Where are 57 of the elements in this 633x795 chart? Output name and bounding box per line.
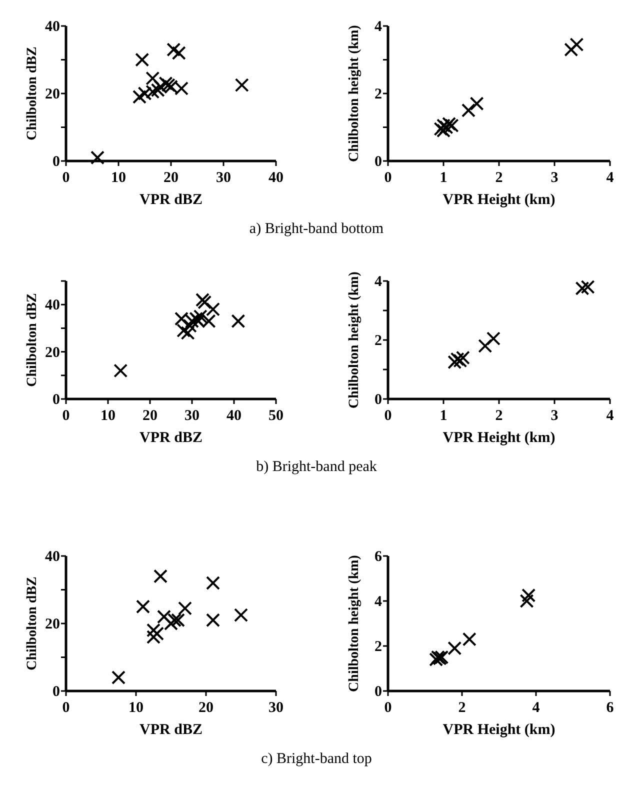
y-axis-title: Chilbolton height (km) bbox=[347, 24, 362, 162]
x-tick-label: 10 bbox=[111, 170, 126, 186]
x-tick-label: 20 bbox=[142, 408, 158, 424]
x-axis-title: VPR Height (km) bbox=[442, 722, 556, 738]
x-axis-title: VPR dBZ bbox=[140, 722, 202, 738]
x-tick-label: 4 bbox=[606, 408, 614, 424]
y-axis-title: Chilbolton dBZ bbox=[25, 576, 40, 670]
y-tick-label: 20 bbox=[45, 344, 60, 361]
x-tick-label: 20 bbox=[198, 700, 214, 716]
x-tick-label: 20 bbox=[164, 170, 178, 186]
x-axis-title: VPR dBZ bbox=[140, 430, 202, 446]
x-tick-label: 10 bbox=[100, 408, 116, 424]
x-tick-label: 2 bbox=[495, 170, 503, 186]
x-tick-label: 1 bbox=[440, 170, 448, 186]
x-tick-label: 3 bbox=[550, 170, 558, 186]
y-tick-label: 0 bbox=[374, 154, 382, 170]
text: c) Bright-band top bbox=[261, 751, 372, 767]
y-tick-label: 40 bbox=[45, 298, 60, 314]
y-tick-label: 2 bbox=[374, 86, 382, 102]
x-axis-title: VPR Height (km) bbox=[442, 430, 556, 446]
y-axis-title: Chilbolton height (km) bbox=[347, 271, 362, 408]
y-tick-label: 2 bbox=[374, 333, 382, 349]
y-tick-label: 4 bbox=[374, 19, 382, 35]
text: a) Bright-band bottom bbox=[249, 221, 384, 237]
x-tick-label: 4 bbox=[532, 700, 540, 716]
x-tick-label: 50 bbox=[268, 408, 284, 424]
y-tick-label: 0 bbox=[52, 392, 60, 408]
y-tick-label: 0 bbox=[52, 154, 60, 170]
x-tick-label: 40 bbox=[268, 170, 284, 186]
x-tick-label: 4 bbox=[606, 170, 614, 186]
y-tick-label: 40 bbox=[45, 549, 60, 565]
x-tick-label: 30 bbox=[216, 170, 231, 186]
y-axis-title: Chilbolton height (km) bbox=[347, 554, 362, 692]
x-tick-label: 10 bbox=[128, 700, 144, 716]
y-tick-label: 4 bbox=[374, 274, 382, 290]
x-tick-label: 1 bbox=[440, 408, 448, 424]
y-tick-label: 40 bbox=[45, 19, 60, 35]
y-axis-title: Chilbolton dBZ bbox=[25, 293, 40, 387]
y-axis-title: Chilbolton dBZ bbox=[25, 46, 40, 140]
x-tick-label: 30 bbox=[268, 700, 284, 716]
x-tick-label: 40 bbox=[226, 408, 242, 424]
x-axis-title: VPR dBZ bbox=[140, 192, 202, 208]
y-tick-label: 0 bbox=[374, 684, 382, 700]
y-tick-label: 2 bbox=[374, 639, 382, 655]
x-tick-label: 6 bbox=[606, 700, 614, 716]
y-tick-label: 20 bbox=[45, 616, 60, 632]
y-tick-label: 4 bbox=[374, 594, 382, 610]
x-tick-label: 2 bbox=[458, 700, 466, 716]
x-tick-label: 3 bbox=[550, 408, 558, 424]
y-tick-label: 0 bbox=[374, 392, 382, 408]
x-tick-label: 30 bbox=[184, 408, 200, 424]
x-tick-label: 2 bbox=[495, 408, 503, 424]
text: b) Bright-band peak bbox=[256, 459, 378, 475]
y-tick-label: 6 bbox=[374, 549, 382, 565]
y-tick-label: 0 bbox=[52, 684, 60, 700]
y-tick-label: 20 bbox=[45, 86, 60, 102]
x-axis-title: VPR Height (km) bbox=[442, 192, 556, 208]
